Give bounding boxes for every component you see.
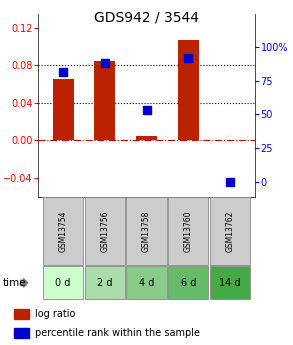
Bar	[94, 61, 115, 140]
Text: percentile rank within the sample: percentile rank within the sample	[35, 328, 200, 338]
Text: GSM13760: GSM13760	[184, 210, 193, 252]
Bar	[43, 197, 83, 265]
Text: GDS942 / 3544: GDS942 / 3544	[94, 10, 199, 24]
Text: 6 d: 6 d	[180, 278, 196, 288]
Point	[103, 61, 107, 66]
Point	[186, 55, 190, 61]
Bar	[210, 266, 250, 299]
Bar	[210, 197, 250, 265]
Bar	[168, 266, 208, 299]
Bar	[136, 136, 157, 140]
Text: GSM13762: GSM13762	[225, 210, 234, 252]
Bar	[14, 309, 29, 319]
Text: log ratio: log ratio	[35, 309, 75, 319]
Text: 4 d: 4 d	[139, 278, 154, 288]
Point	[228, 179, 232, 184]
Bar	[85, 266, 125, 299]
Text: 2 d: 2 d	[97, 278, 113, 288]
Bar	[43, 266, 83, 299]
Bar	[178, 40, 199, 140]
Bar	[127, 266, 166, 299]
Point	[144, 108, 149, 113]
Bar	[14, 328, 29, 338]
Bar	[85, 197, 125, 265]
Text: time: time	[3, 278, 27, 288]
Point	[61, 69, 65, 74]
Text: GSM13758: GSM13758	[142, 210, 151, 252]
Bar	[168, 197, 208, 265]
Text: GSM13754: GSM13754	[59, 210, 68, 252]
Bar	[127, 197, 166, 265]
Bar	[53, 79, 74, 140]
Text: GSM13756: GSM13756	[100, 210, 109, 252]
Text: 0 d: 0 d	[55, 278, 71, 288]
Text: 14 d: 14 d	[219, 278, 241, 288]
